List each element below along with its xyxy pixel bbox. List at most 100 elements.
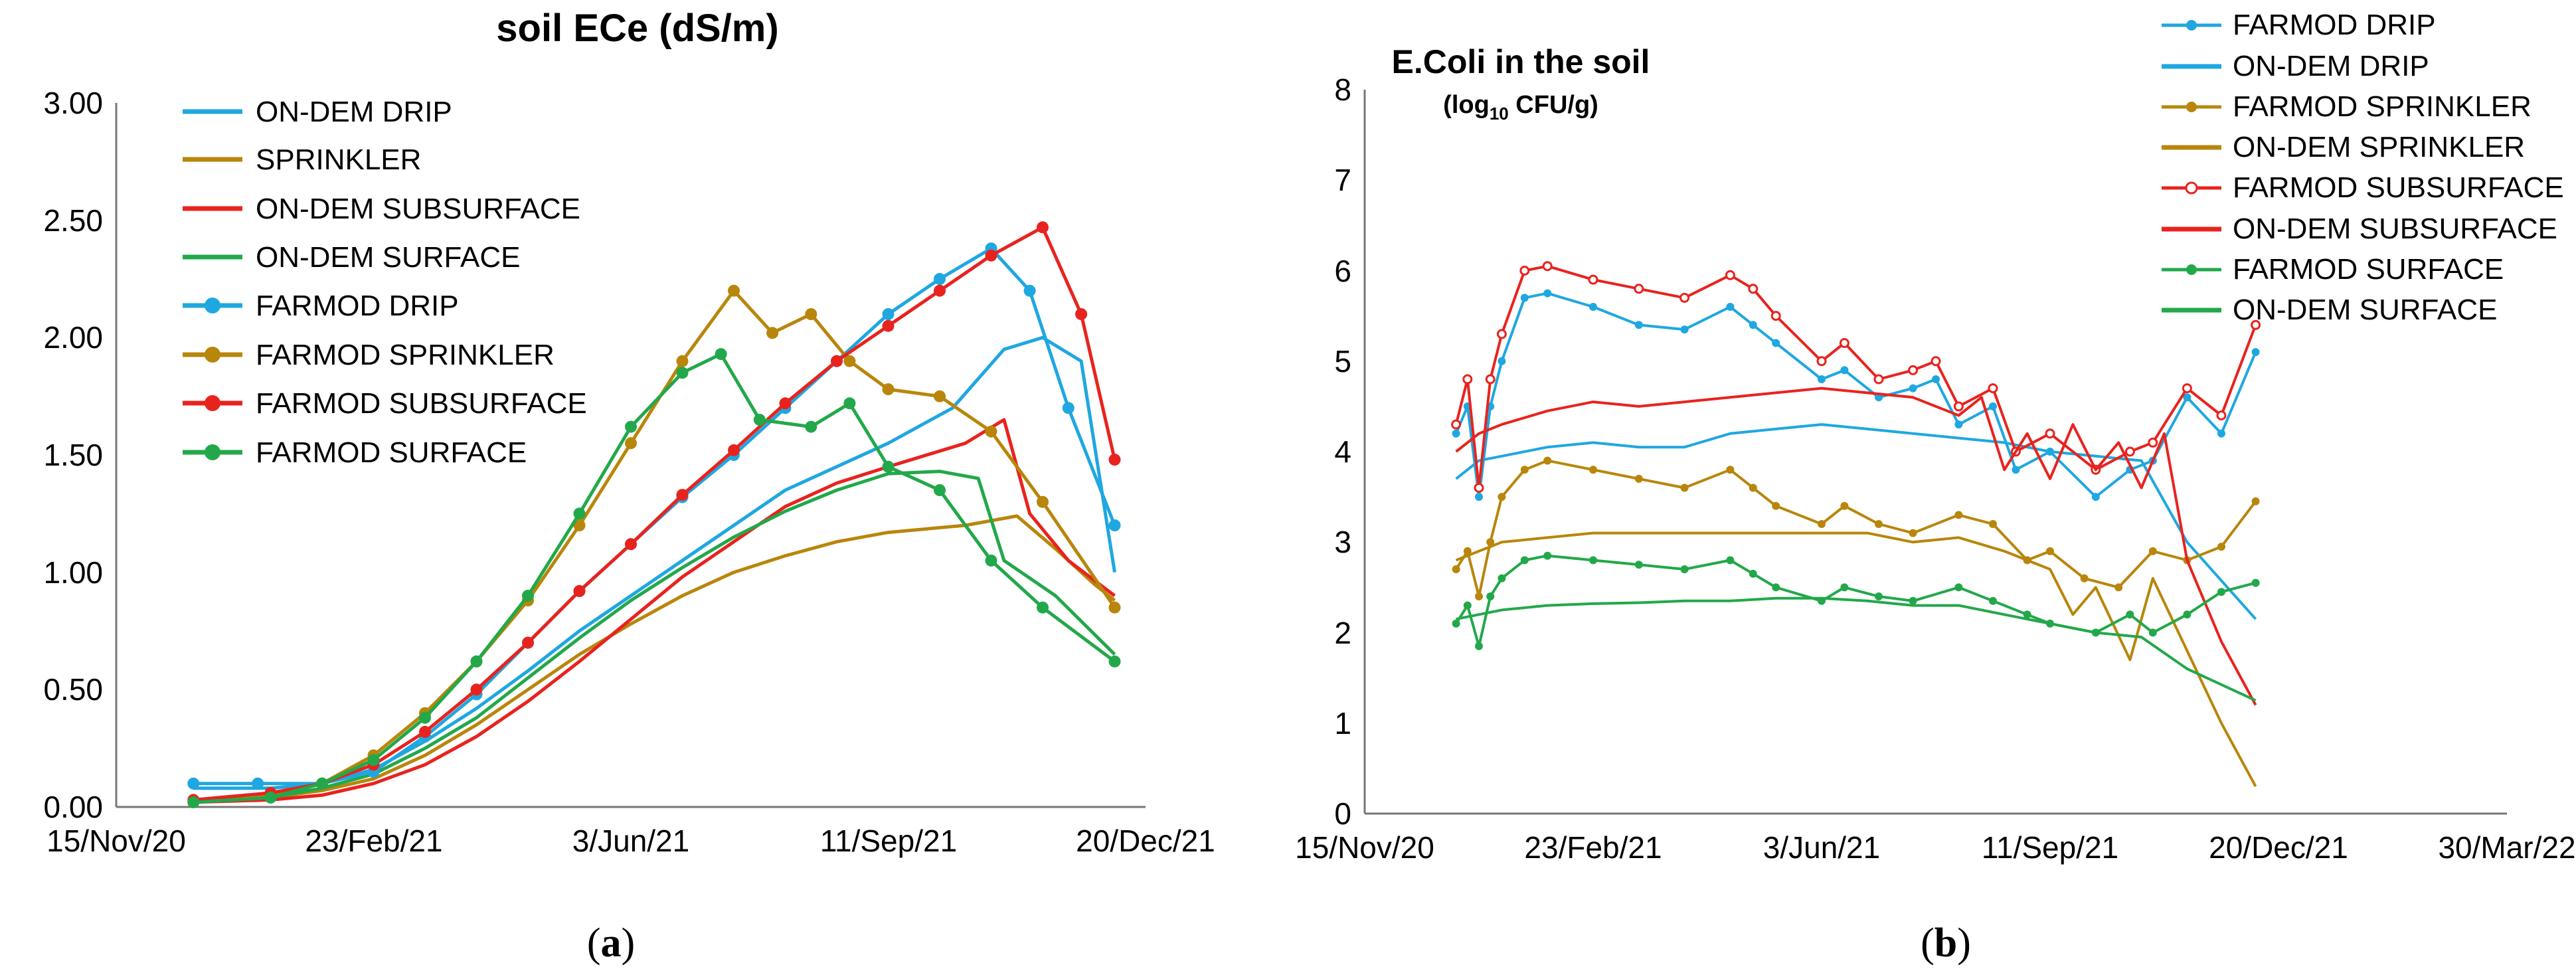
data-point	[1679, 292, 1690, 303]
series-on-dem-subsurface	[193, 418, 1116, 804]
chart-b-y-tick: 4	[1334, 434, 1351, 469]
data-point	[2251, 578, 2260, 587]
chart-a-y-ticks: 0.00 0.50 1.00 1.50 2.00 2.50 3.00	[43, 86, 103, 824]
series-line	[1455, 387, 2257, 706]
legend-marker	[205, 298, 220, 313]
chart-a-legend: ON-DEM DRIP SPRINKLER ON-DEM SUBSURFACE …	[183, 96, 587, 469]
chart-a-y-tick: 1.00	[43, 555, 103, 590]
chart-a-series-group	[187, 221, 1121, 808]
chart-b-y-tick: 3	[1334, 525, 1351, 559]
panel-label-a-close: )	[622, 921, 636, 966]
legend-label: FARMOD DRIP	[2233, 9, 2436, 41]
legend-item: FARMOD SPRINKLER	[2162, 90, 2532, 123]
data-point	[1108, 655, 1121, 667]
legend-marker	[2186, 20, 2197, 31]
data-point	[1075, 308, 1088, 320]
chart-a-y-tick: 0.00	[43, 790, 103, 824]
data-point	[1749, 321, 1757, 329]
legend-label: ON-DEM SURFACE	[2233, 294, 2497, 326]
data-point	[2216, 410, 2227, 420]
data-point	[573, 584, 586, 597]
panel-label-a-letter: a	[601, 921, 622, 966]
data-point	[1680, 325, 1689, 334]
data-point	[1475, 493, 1483, 501]
data-point	[1451, 419, 1462, 430]
legend-label: SPRINKLER	[256, 143, 421, 176]
data-point	[882, 319, 895, 332]
chart-b-x-tick: 15/Nov/20	[1295, 830, 1434, 865]
data-point	[1908, 365, 1919, 375]
legend-label: FARMOD SPRINKLER	[256, 339, 555, 371]
data-point	[1519, 266, 1530, 276]
legend-marker	[205, 444, 220, 460]
series-line	[1454, 459, 2257, 598]
chart-b-x-tick: 11/Sep/21	[1982, 830, 2118, 865]
data-point	[1589, 556, 1597, 565]
data-point	[1954, 420, 1963, 429]
data-point	[1634, 284, 1644, 294]
data-point	[2046, 547, 2054, 555]
data-point	[470, 683, 483, 696]
legend-item: FARMOD DRIP	[2162, 9, 2436, 41]
data-point	[1520, 294, 1529, 302]
chart-b-y-tick: 6	[1334, 254, 1351, 288]
series-line	[193, 418, 1116, 804]
series-on-dem-drip	[1455, 423, 2257, 620]
data-point	[1749, 569, 1757, 578]
chart-a-y-tick: 3.00	[43, 86, 103, 120]
data-point	[843, 355, 856, 367]
chart-b-y-tick: 1	[1334, 706, 1351, 741]
legend-label: FARMOD DRIP	[256, 290, 459, 322]
data-point	[1452, 565, 1460, 574]
chart-b-y-tick: 7	[1334, 163, 1351, 197]
chart-panel-b: E.Coli in the soil (log10 CFU/g) 0 1 2 3…	[1295, 9, 2575, 966]
legend-label: ON-DEM DRIP	[256, 96, 452, 128]
data-point	[1023, 284, 1036, 297]
data-point	[1463, 547, 1472, 555]
chart-a-x-tick: 20/Dec/21	[1076, 824, 1215, 858]
data-point	[882, 383, 895, 396]
series-on-dem-surface	[1456, 596, 2257, 702]
chart-b-y-tick: 8	[1334, 72, 1351, 107]
data-point	[1475, 642, 1483, 650]
data-point	[2217, 543, 2225, 551]
data-point	[766, 327, 779, 339]
series-line	[1455, 423, 2257, 620]
chart-b-subtitle-sub: 10	[1490, 104, 1509, 124]
chart-b-x-tick: 23/Feb/21	[1524, 830, 1662, 865]
data-point	[1816, 356, 1827, 367]
chart-b-legend: FARMOD DRIP ON-DEM DRIP FARMOD SPRINKLER…	[2162, 9, 2564, 326]
data-point	[1452, 619, 1460, 628]
legend-item: ON-DEM DRIP	[2162, 50, 2429, 82]
data-point	[264, 791, 277, 804]
series-farmod-sprinkler	[1452, 456, 2260, 600]
data-point	[1462, 374, 1473, 385]
data-point	[2183, 610, 2191, 619]
data-point	[1037, 221, 1049, 234]
data-point	[1452, 429, 1460, 438]
data-point	[1543, 289, 1552, 298]
data-point	[419, 725, 431, 738]
data-point	[2183, 393, 2191, 402]
legend-label: ON-DEM DRIP	[2233, 50, 2429, 82]
data-point	[1520, 556, 1529, 565]
data-point	[1749, 484, 1757, 492]
data-point	[934, 390, 946, 402]
legend-item: SPRINKLER	[183, 143, 421, 176]
legend-label: FARMOD SUBSURFACE	[256, 387, 587, 420]
data-point	[625, 437, 637, 450]
data-point	[1475, 592, 1483, 600]
data-point	[1589, 466, 1597, 474]
data-point	[831, 355, 843, 367]
data-point	[715, 348, 727, 361]
chart-a-x-ticks: 15/Nov/20 23/Feb/21 3/Jun/21 11/Sep/21 2…	[46, 824, 1215, 858]
chart-b-x-ticks: 15/Nov/20 23/Feb/21 3/Jun/21 11/Sep/21 2…	[1295, 830, 2575, 865]
chart-b-y-tick: 0	[1334, 796, 1351, 831]
data-point	[676, 489, 689, 501]
legend-label: FARMOD SPRINKLER	[2233, 90, 2532, 123]
data-point	[843, 397, 856, 410]
data-point	[1772, 501, 1780, 510]
data-point	[985, 249, 997, 262]
data-point	[1498, 493, 1506, 501]
